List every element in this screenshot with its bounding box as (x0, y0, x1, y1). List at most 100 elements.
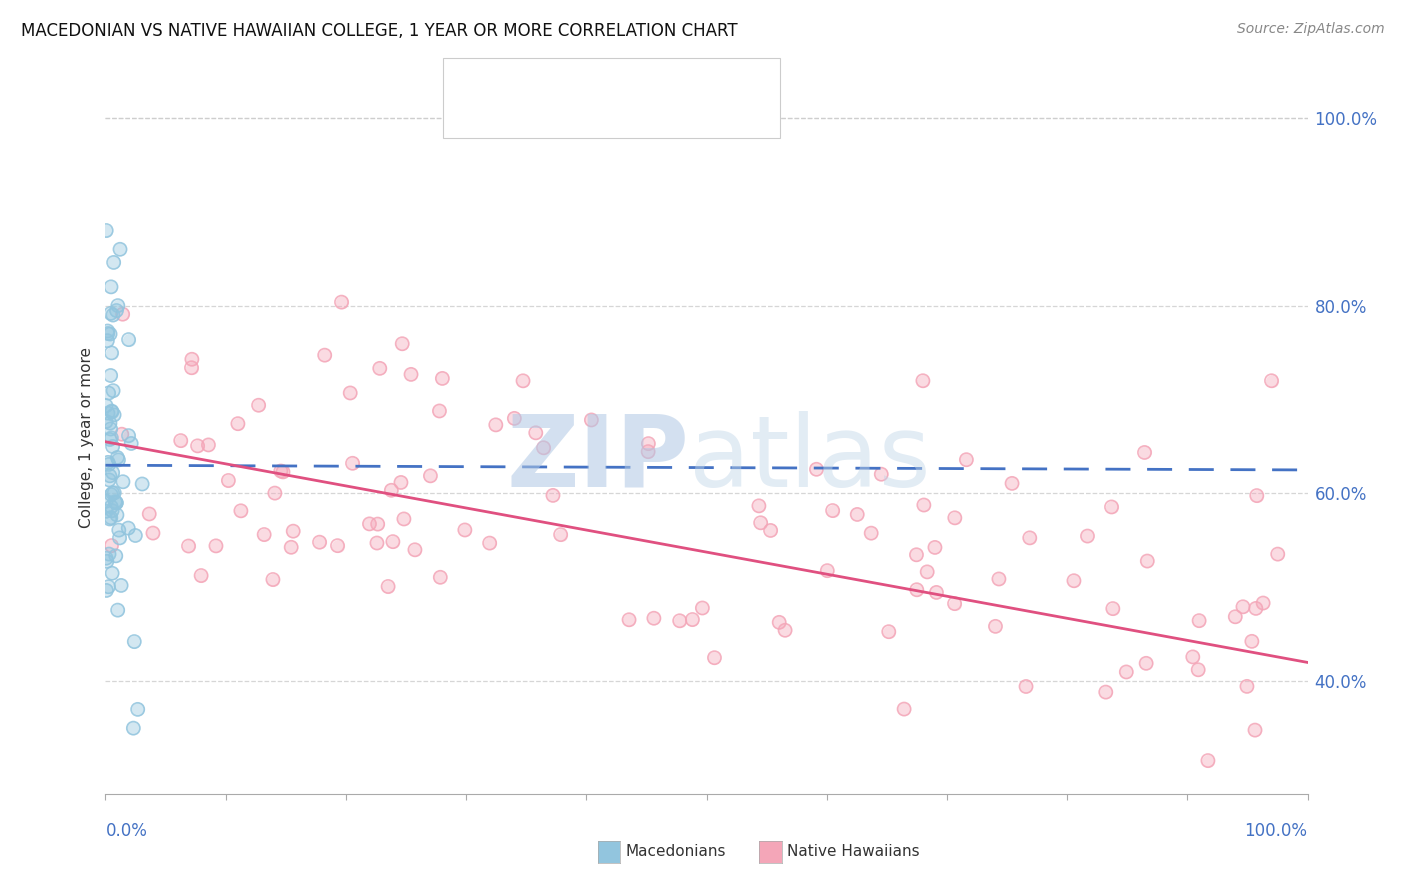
Point (533, 441, 555, 455)
Point (103, 255, 125, 269)
Point (94, 415, 117, 429)
Point (97, 580, 120, 594)
Point (98, 473, 121, 487)
Point (177, 539, 200, 553)
Point (101, 566, 124, 581)
Point (1225, 609, 1247, 624)
Point (104, 494, 127, 508)
Point (97, 406, 120, 420)
Point (1101, 500, 1123, 514)
Point (270, 464, 292, 478)
Point (1260, 374, 1282, 388)
Point (98, 416, 121, 430)
Point (124, 528, 146, 542)
Point (581, 413, 603, 427)
Point (377, 580, 399, 594)
Point (925, 585, 948, 599)
Point (955, 452, 977, 467)
Point (912, 498, 935, 512)
Point (101, 384, 124, 398)
Point (107, 603, 129, 617)
Point (943, 597, 966, 611)
Text: Source: ZipAtlas.com: Source: ZipAtlas.com (1237, 22, 1385, 37)
Point (478, 536, 501, 550)
Point (381, 534, 404, 549)
Point (263, 486, 285, 500)
Point (1063, 574, 1085, 588)
Point (97, 580, 120, 594)
Point (104, 494, 127, 508)
Point (110, 578, 132, 592)
Point (98, 473, 121, 487)
Point (271, 465, 294, 479)
Point (96, 223, 118, 237)
Point (1187, 663, 1209, 677)
Point (247, 398, 270, 412)
Point (419, 468, 441, 483)
Point (262, 573, 284, 587)
Point (1094, 685, 1116, 699)
Point (94, 399, 117, 413)
Point (308, 535, 330, 549)
Point (229, 504, 252, 518)
Point (912, 498, 935, 512)
Point (1267, 547, 1289, 561)
Point (1197, 754, 1219, 768)
Point (100, 431, 122, 445)
Point (96, 554, 118, 568)
Point (391, 336, 413, 351)
Point (101, 405, 124, 419)
Point (749, 516, 772, 530)
Point (984, 619, 1007, 633)
Point (105, 496, 128, 510)
Point (1251, 596, 1274, 610)
Point (1101, 601, 1123, 615)
Point (984, 619, 1007, 633)
Point (1133, 445, 1156, 459)
Point (94, 504, 117, 518)
Point (94, 494, 117, 508)
Point (860, 526, 883, 541)
Point (98, 416, 121, 430)
Point (870, 467, 893, 482)
Point (1244, 723, 1267, 737)
Text: 115: 115 (651, 95, 689, 113)
Point (142, 526, 165, 541)
Point (100, 510, 122, 524)
Point (107, 603, 129, 617)
Point (389, 475, 412, 490)
Point (381, 534, 404, 549)
Point (124, 634, 146, 648)
Point (1101, 500, 1123, 514)
Point (893, 702, 915, 716)
Point (1246, 489, 1268, 503)
Point (122, 721, 145, 735)
Point (170, 434, 193, 448)
Point (1115, 665, 1137, 679)
Point (124, 634, 146, 648)
Point (98, 433, 121, 447)
Point (703, 650, 725, 665)
Point (100, 404, 122, 418)
Point (100, 510, 122, 524)
Point (170, 434, 193, 448)
Point (111, 427, 134, 442)
Point (1267, 547, 1289, 561)
Point (454, 523, 477, 537)
Point (111, 307, 134, 321)
Point (768, 615, 790, 630)
Point (1187, 663, 1209, 677)
Point (98, 468, 121, 483)
Point (1015, 680, 1038, 694)
Point (454, 523, 477, 537)
Point (100, 500, 122, 514)
Point (101, 466, 124, 480)
Point (283, 524, 305, 538)
Point (915, 565, 938, 579)
Point (100, 500, 122, 514)
Point (815, 564, 838, 578)
Point (217, 474, 239, 488)
Point (107, 299, 129, 313)
Point (100, 280, 122, 294)
Point (905, 548, 928, 562)
